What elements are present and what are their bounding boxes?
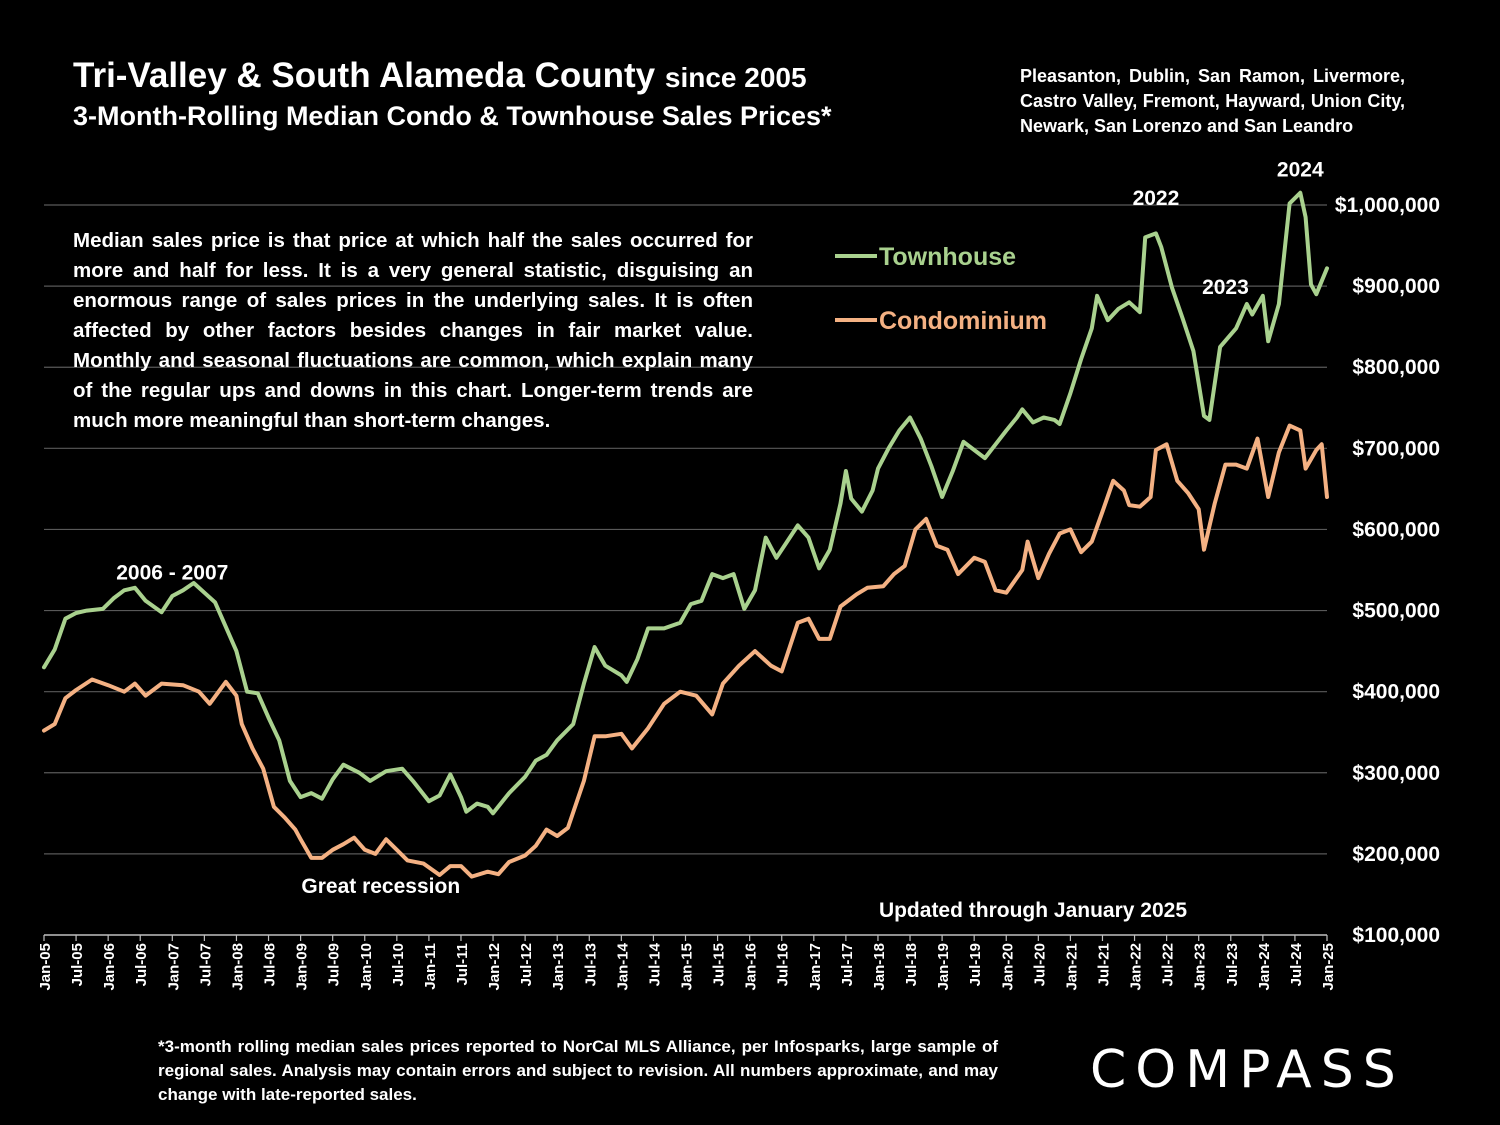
y-axis: $100,000 $200,000 $300,000 $400,000 $500,000…	[1335, 194, 1440, 947]
x-tick-label: Jul-10	[390, 943, 407, 986]
x-tick-label: Jul-11	[454, 943, 471, 986]
x-tick-label: Jan-06	[101, 943, 118, 991]
x-tick-label: Jul-16	[775, 943, 792, 986]
legend-label-condominium: Condominium	[879, 307, 1047, 335]
x-tick-label: Jan-07	[165, 943, 182, 991]
legend-label-townhouse: Townhouse	[879, 243, 1016, 271]
series-line-condominium	[42, 423, 1329, 879]
x-tick-label: Jan-18	[871, 943, 888, 991]
series-line-townhouse	[42, 190, 1329, 816]
x-tick-label: Jul-22	[1160, 943, 1177, 986]
x-tick-label: Jul-24	[1288, 942, 1305, 986]
compass-logo: COMPASS	[1090, 1040, 1405, 1100]
x-tick-label: Jan-15	[679, 943, 696, 991]
y-tick-label: $600,000	[1352, 518, 1440, 541]
x-axis: Jan-05 Jul-05 Jan-06 Jul-06 Jan-07 Jul-07 Jan-…	[37, 934, 1337, 991]
y-tick-label: $1,000,000	[1335, 194, 1440, 217]
x-tick-label: Jul-14	[646, 942, 663, 986]
series-lines	[42, 190, 1329, 879]
x-tick-label: Jul-09	[326, 943, 343, 986]
x-tick-label: Jul-20	[1031, 943, 1048, 986]
chart-subtitle: 3-Month-Rolling Median Condo & Townhouse…	[73, 101, 832, 131]
x-tick-label: Jan-24	[1256, 942, 1273, 990]
x-tick-label: Jan-10	[358, 943, 375, 991]
x-tick-label: Jul-18	[903, 943, 920, 986]
x-tick-label: Jul-07	[197, 943, 214, 986]
x-tick-label: Jan-11	[422, 943, 439, 990]
x-tick-label: Jul-21	[1095, 943, 1112, 986]
x-tick-label: Jan-17	[807, 943, 824, 991]
x-tick-label: Jul-08	[262, 943, 279, 986]
annotation: Great recession	[301, 875, 460, 898]
x-tick-label: Jul-19	[967, 943, 984, 986]
y-tick-label: $300,000	[1352, 762, 1440, 785]
footnote: *3-month rolling median sales prices rep…	[158, 1037, 998, 1104]
x-tick-label: Jan-23	[1192, 943, 1209, 991]
x-tick-label: Jul-12	[518, 943, 535, 986]
annotation: 2006 - 2007	[116, 562, 228, 585]
annotations: 2006 - 2007 Great recession 2022 2023 2024 Up…	[116, 159, 1324, 923]
y-tick-label: $900,000	[1352, 275, 1440, 298]
x-tick-label: Jul-13	[582, 943, 599, 986]
y-tick-label: $500,000	[1352, 600, 1440, 623]
x-tick-label: Jul-17	[839, 943, 856, 986]
y-tick-label: $700,000	[1352, 437, 1440, 460]
y-tick-label: $100,000	[1352, 924, 1440, 947]
x-tick-label: Jul-06	[133, 943, 150, 986]
annotation: 2024	[1277, 159, 1324, 182]
x-tick-label: Jan-22	[1128, 943, 1145, 991]
x-tick-label: Jan-13	[550, 943, 567, 991]
x-tick-label: Jul-23	[1224, 943, 1241, 986]
y-tick-label: $400,000	[1352, 681, 1440, 704]
y-tick-label: $800,000	[1352, 356, 1440, 379]
x-tick-label: Jan-19	[935, 943, 952, 991]
x-tick-label: Jan-21	[1063, 943, 1080, 991]
x-tick-label: Jan-25	[1320, 943, 1337, 991]
annotation: 2022	[1133, 187, 1180, 210]
title-main: Tri-Valley & South Alameda County	[73, 56, 656, 95]
title-since: since 2005	[664, 62, 807, 93]
legend[interactable]: Townhouse Condominium	[835, 243, 1047, 335]
y-tick-label: $200,000	[1352, 843, 1440, 866]
annotation: Updated through January 2025	[879, 899, 1187, 922]
x-tick-label: Jan-16	[743, 943, 760, 991]
annotation: 2023	[1202, 276, 1249, 299]
x-tick-label: Jan-05	[37, 943, 54, 991]
x-tick-label: Jan-08	[229, 943, 246, 991]
x-tick-label: Jan-12	[486, 943, 503, 991]
x-tick-label: Jan-20	[999, 943, 1016, 991]
x-tick-label: Jul-15	[711, 943, 728, 986]
x-tick-label: Jan-14	[614, 942, 631, 990]
areas-list: Pleasanton, Dublin, San Ramon, Livermore…	[1020, 66, 1405, 136]
x-tick-label: Jan-09	[294, 943, 311, 991]
explanatory-note: Median sales price is that price at whic…	[73, 229, 753, 432]
chart-title: Tri-Valley & South Alameda County since …	[73, 56, 807, 96]
x-tick-label: Jul-05	[69, 943, 86, 986]
